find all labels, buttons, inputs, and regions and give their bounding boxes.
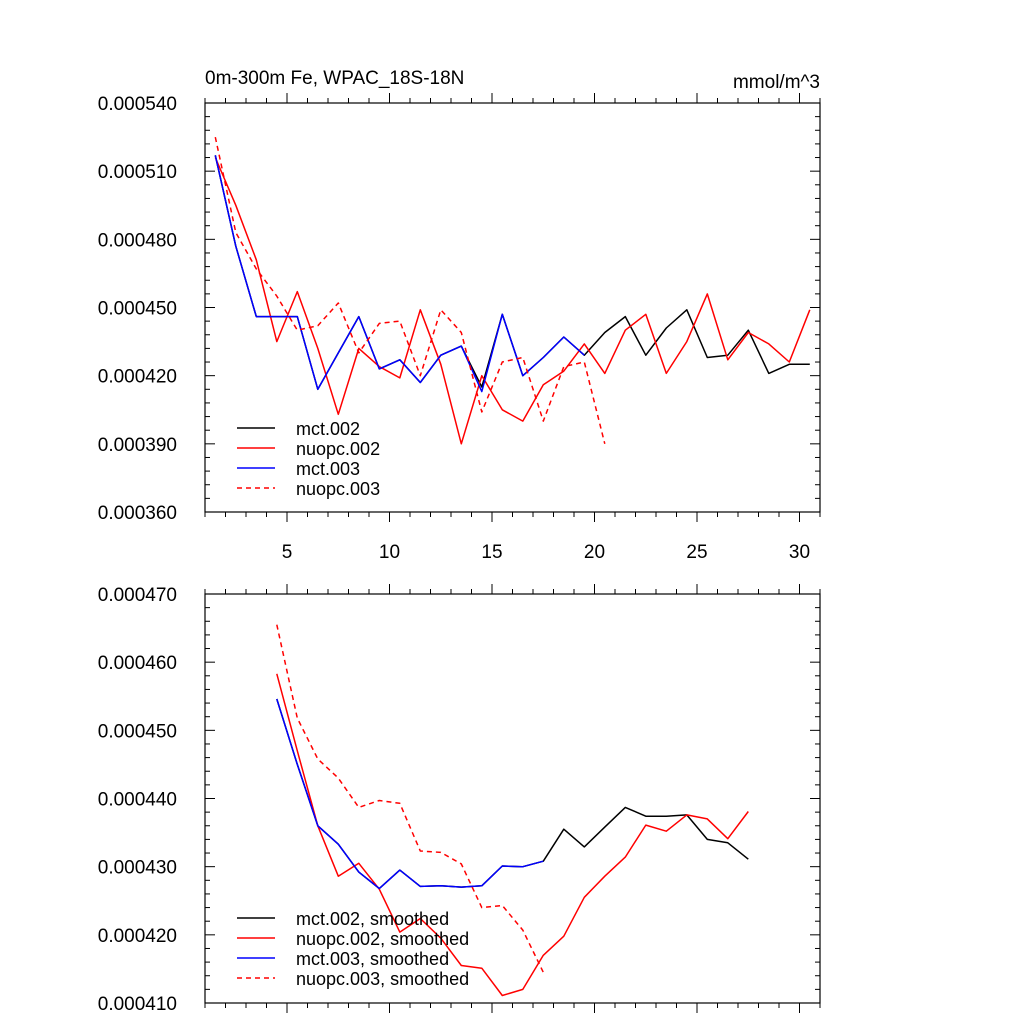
- top-panel: 0m-300m Fe, WPAC_18S-18N mmol/m^3 0.0003…: [98, 68, 821, 563]
- top-series-line-1: [214, 157, 811, 445]
- top-legend-label: mct.002: [296, 419, 360, 439]
- bottom-ytick-label: 0.000420: [98, 926, 177, 947]
- top-xtick-label: 20: [584, 542, 605, 563]
- top-legend-label: nuopc.002: [296, 439, 380, 459]
- top-xtick-label: 5: [282, 542, 293, 563]
- top-series-line-3: [214, 136, 606, 444]
- top-ytick-label: 0.000360: [98, 503, 177, 524]
- top-ytick-label: 0.000390: [98, 435, 177, 456]
- bottom-plot-frame: [204, 593, 821, 1004]
- bottom-ytick-label: 0.000460: [98, 653, 177, 674]
- top-legend-label: nuopc.003: [296, 479, 380, 499]
- bottom-ytick-label: 0.000450: [98, 721, 177, 742]
- top-ytick-label: 0.000420: [98, 367, 177, 388]
- bottom-series-line-1: [276, 673, 749, 997]
- top-ytick-label: 0.000480: [98, 230, 177, 251]
- top-xtick-label: 15: [481, 542, 502, 563]
- top-legend-label: mct.003: [296, 459, 360, 479]
- top-xtick-label: 10: [379, 542, 400, 563]
- bottom-ytick-label: 0.000430: [98, 858, 177, 879]
- bottom-ytick-label: 0.000440: [98, 790, 177, 811]
- bottom-series: [276, 624, 749, 997]
- bottom-ticks: 0.000410 0.000420 0.000430 0.000440 0.000450…: [98, 584, 821, 1015]
- bottom-legend-label: mct.003, smoothed: [296, 949, 449, 969]
- top-ytick-label: 0.000450: [98, 299, 177, 320]
- bottom-legend-label: nuopc.002, smoothed: [296, 929, 469, 949]
- top-xtick-label: 30: [789, 542, 810, 563]
- top-chart-title: 0m-300m Fe, WPAC_18S-18N: [205, 68, 464, 89]
- bottom-ytick-label: 0.000470: [98, 585, 177, 606]
- bottom-legend-label: mct.002, smoothed: [296, 909, 449, 929]
- top-ticks: 0.000360 0.000390 0.000420 0.000450 0.000480…: [98, 93, 821, 563]
- top-plot-frame: [204, 102, 821, 513]
- bottom-panel: 0.000410 0.000420 0.000430 0.000440 0.000450…: [98, 584, 821, 1015]
- top-ytick-label: 0.000510: [98, 162, 177, 183]
- top-ytick-label: 0.000540: [98, 94, 177, 115]
- top-series: [214, 136, 811, 445]
- bottom-series-line-2: [276, 698, 544, 890]
- top-chart-units: mmol/m^3: [733, 72, 820, 93]
- bottom-ytick-label: 0.000410: [98, 994, 177, 1015]
- bottom-legend-label: nuopc.003, smoothed: [296, 969, 469, 989]
- top-series-line-2: [214, 155, 585, 393]
- bottom-series-line-3: [276, 624, 544, 973]
- top-xtick-label: 25: [686, 542, 707, 563]
